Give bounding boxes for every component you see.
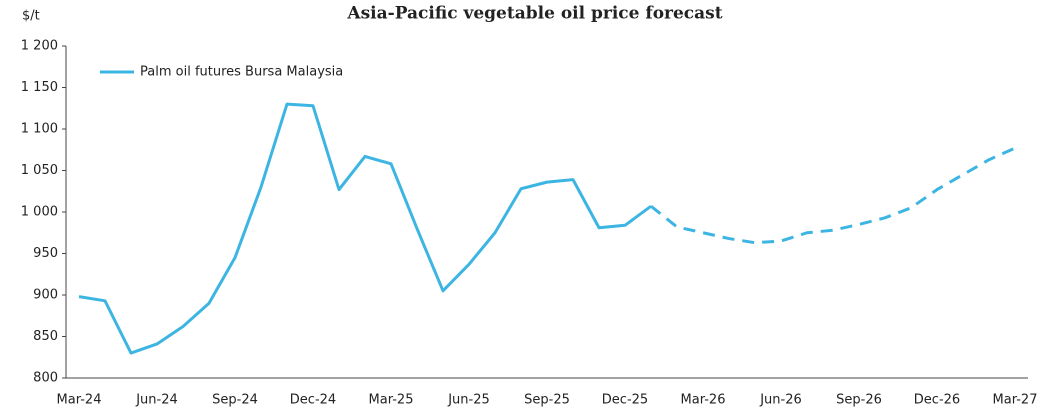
x-tick-label: Sep-26 <box>836 393 882 408</box>
x-tick-label: Mar-24 <box>57 393 102 408</box>
data-line <box>650 146 1016 245</box>
data-line <box>78 102 652 355</box>
y-tick-label: 850 <box>33 329 58 344</box>
x-tick-label: Sep-24 <box>212 393 258 408</box>
y-tick-label: 1 200 <box>21 39 58 54</box>
y-tick-label: 1 000 <box>21 205 58 220</box>
y-tick-label: 950 <box>33 246 58 261</box>
chart-title: Asia-Pacific vegetable oil price forecas… <box>346 4 722 24</box>
legend-label: Palm oil futures Bursa Malaysia <box>140 65 343 80</box>
x-tick-label: Dec-26 <box>914 393 960 408</box>
x-tick-label: Mar-25 <box>369 393 414 408</box>
y-tick-label: 1 100 <box>21 122 58 137</box>
x-tick-label: Dec-25 <box>602 393 648 408</box>
y-tick-label: 1 150 <box>21 80 58 95</box>
y-tick-label: 900 <box>33 288 58 303</box>
y-tick-label: 800 <box>33 371 58 386</box>
x-tick-label: Jun-24 <box>135 393 178 408</box>
x-tick-label: Mar-27 <box>993 393 1038 408</box>
x-tick-label: Jun-25 <box>447 393 490 408</box>
x-tick-label: Sep-25 <box>524 393 570 408</box>
y-axis-label: $/t <box>22 9 40 24</box>
x-tick-label: Jun-26 <box>759 393 802 408</box>
x-tick-label: Mar-26 <box>681 393 726 408</box>
y-tick-label: 1 050 <box>21 163 58 178</box>
x-tick-label: Dec-24 <box>290 393 336 408</box>
